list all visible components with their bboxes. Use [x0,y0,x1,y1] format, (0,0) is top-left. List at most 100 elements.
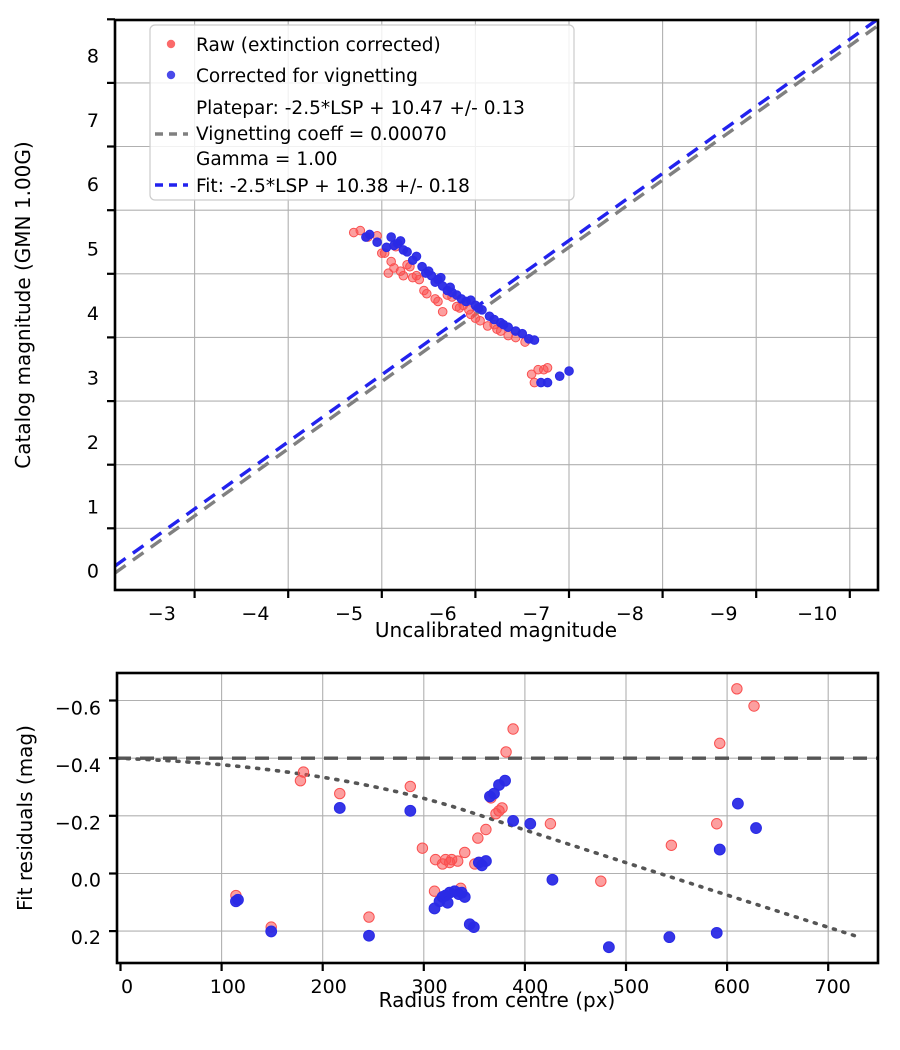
top-xtick-labels: −3 −4 −5 −6 −7 −8 −9 −10 [148,603,837,625]
tick-label: 0 [87,561,99,583]
data-point [546,873,559,886]
data-point [363,929,375,942]
data-point [732,797,744,810]
top-tick-marks [107,18,851,598]
tick-label: 100 [210,976,246,998]
tick-label: 500 [613,976,649,998]
data-point [428,885,441,897]
tick-label: 200 [311,976,347,998]
data-point [441,896,454,909]
data-point [470,300,481,311]
scatter-corrected-top [361,229,574,388]
tick-label: 0.0 [71,870,101,892]
legend-label-corrected: Corrected for vignetting [196,66,418,87]
tick-label: 400 [512,976,548,998]
legend-marker-corrected-icon [166,70,176,80]
data-point [467,921,480,934]
data-point [333,802,346,814]
data-point [297,766,310,778]
legend-box [149,24,575,201]
platepar-line [115,24,878,575]
data-point [402,247,412,257]
bottom-subplot: 0.2 0.0 −0.2 −0.4 −0.6 0 100 200 300 400 500 600 70… [13,671,880,1012]
data-point [507,723,519,735]
bottom-ytick-labels: 0.2 0.0 −0.2 −0.4 −0.6 [55,697,101,949]
data-point [488,787,500,800]
data-point [713,843,726,856]
tick-label: −3 [148,603,176,625]
data-point [386,232,396,242]
data-point [437,306,448,317]
data-point [595,875,607,887]
data-point [389,263,399,273]
fit-line [115,20,878,568]
top-xaxis-label: Uncalibrated magnitude [375,618,617,642]
data-point [475,315,485,326]
bottom-yaxis-label: Fit residuals (mag) [13,725,37,911]
tick-label: 8 [87,45,99,67]
data-point [404,804,417,817]
legend-label-platepar-line1: Platepar: -2.5*LSP + 10.47 +/- 0.13 [196,98,525,119]
data-point [459,846,471,859]
data-point [748,700,760,712]
data-point [363,911,375,923]
data-point [500,746,512,758]
tick-label: 6 [87,174,99,196]
tick-label: −0.4 [55,755,101,777]
data-point [496,802,508,814]
tick-label: 600 [714,976,750,998]
data-point [232,893,244,906]
data-point [416,842,429,854]
tick-label: −0.6 [55,697,101,719]
data-point [480,855,492,867]
data-point [480,823,492,836]
legend[interactable]: Raw (extinction corrected) Corrected for… [149,24,575,201]
tick-label: −9 [710,603,738,625]
data-point [731,683,743,695]
tick-label: −7 [522,603,550,625]
bottom-xaxis-label: Radius from centre (px) [379,988,616,1012]
bottom-tick-marks [109,699,830,971]
bottom-reference-lines [117,756,878,940]
top-axes-frame [113,18,880,592]
vignetting-model-curve [117,756,864,940]
data-point [544,818,557,830]
data-point [465,309,476,320]
tick-label: −10 [797,603,837,625]
data-point [395,236,406,246]
top-ytick-labels: 0 1 2 3 4 5 6 7 8 [87,45,99,582]
data-point [529,335,540,345]
tick-label: −4 [241,603,269,625]
data-point [498,319,509,330]
data-point [472,832,484,844]
data-point [663,931,676,944]
top-yaxis-label: Catalog magnitude (GMN 1.00G) [11,141,35,468]
data-point [265,925,278,938]
tick-label: 1 [87,496,99,518]
data-point [477,305,487,315]
data-point [334,787,346,800]
data-point [454,303,465,313]
data-point [433,296,443,307]
bottom-axes-frame [115,671,880,965]
tick-label: −8 [616,603,644,625]
data-point [524,817,537,830]
tick-label: 700 [815,976,851,998]
legend-label-fit: Fit: -2.5*LSP + 10.38 +/- 0.18 [196,176,470,197]
tick-label: 3 [87,367,99,389]
data-point [542,377,553,388]
data-point [407,255,418,266]
data-point [517,328,528,339]
tick-label: −6 [429,603,457,625]
tick-label: 7 [87,110,99,132]
tick-label: 5 [87,239,99,261]
tick-label: 300 [411,976,447,998]
data-point [665,839,678,851]
data-point [455,886,468,899]
data-point [348,227,359,238]
legend-marker-raw-icon [166,39,176,49]
legend-label-platepar-line3: Gamma = 1.00 [196,149,338,170]
tick-label: −0.2 [55,812,101,834]
